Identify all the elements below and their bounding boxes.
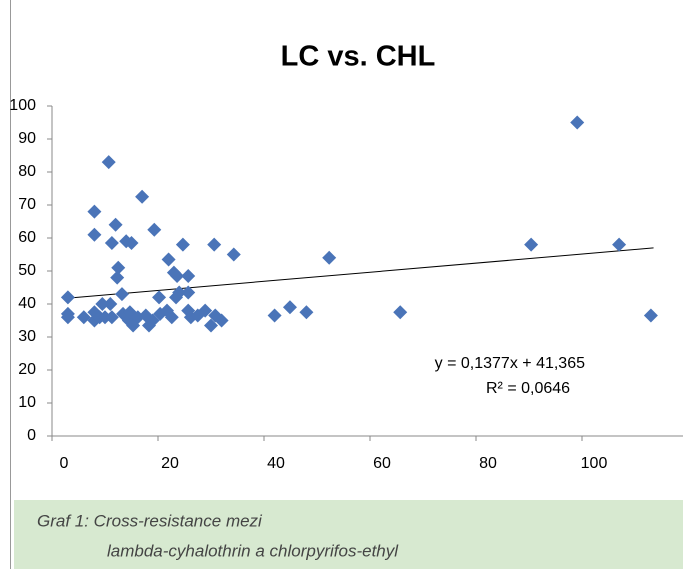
point bbox=[87, 227, 102, 242]
point bbox=[87, 204, 102, 219]
trendline bbox=[65, 247, 654, 299]
point bbox=[124, 235, 139, 250]
caption-line: Graf 1: Cross-resistance mezi bbox=[37, 511, 263, 530]
y-tick-label: 50 bbox=[18, 262, 36, 279]
point bbox=[322, 250, 337, 265]
x-tick-label: 100 bbox=[581, 455, 608, 472]
point bbox=[643, 308, 658, 323]
point bbox=[111, 260, 126, 275]
point bbox=[110, 270, 125, 285]
point bbox=[161, 252, 176, 267]
point bbox=[108, 217, 123, 232]
point bbox=[524, 237, 539, 252]
point bbox=[101, 155, 116, 170]
point bbox=[135, 189, 150, 204]
x-tick-label: 60 bbox=[373, 455, 391, 472]
point bbox=[60, 310, 75, 325]
point bbox=[204, 318, 218, 333]
point bbox=[116, 306, 131, 321]
x-tick-label: 40 bbox=[267, 455, 285, 472]
point bbox=[164, 310, 179, 325]
point bbox=[175, 237, 190, 252]
point bbox=[60, 290, 75, 305]
point bbox=[214, 313, 229, 328]
y-tick-label: 60 bbox=[18, 229, 36, 246]
trend-equation: y = 0,1377x + 41,365 bbox=[435, 355, 585, 372]
y-tick-label: 10 bbox=[18, 394, 36, 411]
y-tick-label: 80 bbox=[18, 163, 36, 180]
y-tick-label: 20 bbox=[18, 361, 36, 378]
x-tick-label: 20 bbox=[161, 455, 179, 472]
y-tick-label: 100 bbox=[9, 97, 36, 114]
y-tick-label: 0 bbox=[27, 427, 36, 444]
y-tick-label: 40 bbox=[18, 295, 36, 312]
point bbox=[570, 115, 585, 130]
point bbox=[181, 268, 196, 283]
point bbox=[393, 305, 408, 320]
trend-r2: R² = 0,0646 bbox=[486, 380, 570, 397]
point bbox=[198, 303, 213, 318]
y-tick-label: 30 bbox=[18, 328, 36, 345]
point bbox=[147, 222, 162, 237]
y-tick-label: 90 bbox=[18, 130, 36, 147]
point bbox=[612, 237, 627, 252]
chart-title: LC vs. CHL bbox=[281, 41, 436, 73]
point bbox=[152, 290, 167, 305]
point bbox=[226, 247, 241, 262]
point bbox=[181, 285, 196, 300]
y-tick-label: 70 bbox=[18, 196, 36, 213]
caption-box bbox=[14, 500, 683, 569]
point bbox=[103, 297, 118, 311]
point bbox=[172, 285, 187, 300]
caption-line: lambda-cyhalothrin a chlorpyrifos-ethyl bbox=[107, 541, 399, 560]
point bbox=[170, 268, 185, 283]
point bbox=[267, 308, 282, 323]
point bbox=[95, 297, 110, 311]
point bbox=[145, 313, 160, 328]
point bbox=[76, 310, 91, 325]
point bbox=[207, 237, 222, 252]
point bbox=[282, 300, 297, 315]
x-tick-label: 80 bbox=[479, 455, 497, 472]
x-tick-label: 0 bbox=[60, 455, 69, 472]
point bbox=[104, 310, 119, 325]
point bbox=[299, 305, 314, 320]
point bbox=[114, 287, 129, 302]
point bbox=[104, 235, 119, 250]
